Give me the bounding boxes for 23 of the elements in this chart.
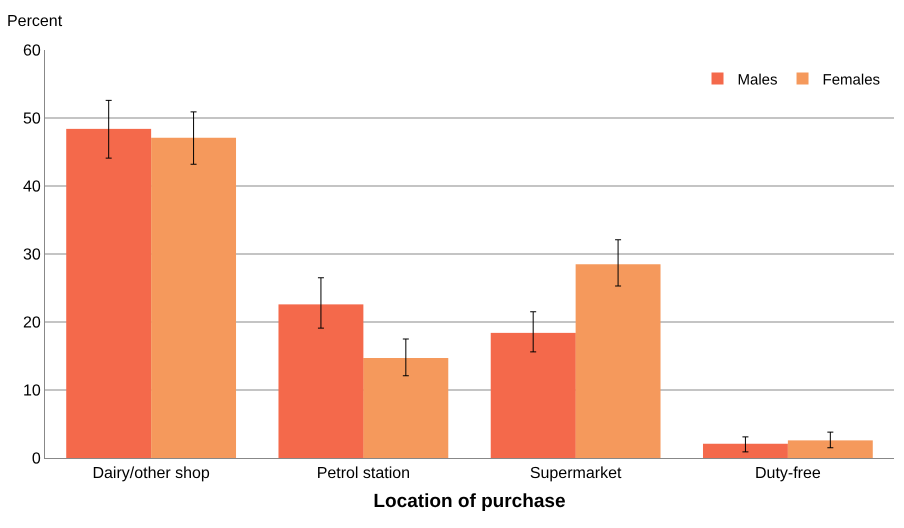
x-axis-title: Location of purchase [373, 491, 566, 512]
y-tick-label: 40 [23, 178, 41, 196]
bar [788, 440, 873, 458]
x-tick-label: Supermarket [530, 465, 622, 482]
bar [66, 128, 152, 458]
y-tick-label: 20 [23, 314, 41, 332]
bar [151, 138, 236, 458]
y-tick-label: 0 [32, 450, 41, 468]
bar [363, 358, 448, 458]
legend-label: Males [738, 71, 778, 88]
y-tick-label: 10 [23, 382, 41, 400]
bar [702, 444, 788, 458]
y-tick-label: 30 [23, 246, 41, 264]
legend-label: Females [822, 71, 880, 88]
y-tick-label: 60 [23, 42, 41, 60]
x-tick-label: Petrol station [316, 465, 410, 482]
y-axis-title: Percent [7, 13, 63, 30]
bar [278, 304, 364, 458]
y-tick-label: 50 [23, 110, 41, 128]
x-tick-label: Duty-free [754, 465, 821, 482]
bar [576, 264, 661, 458]
x-tick-label: Dairy/other shop [92, 465, 210, 482]
bar [490, 332, 576, 458]
